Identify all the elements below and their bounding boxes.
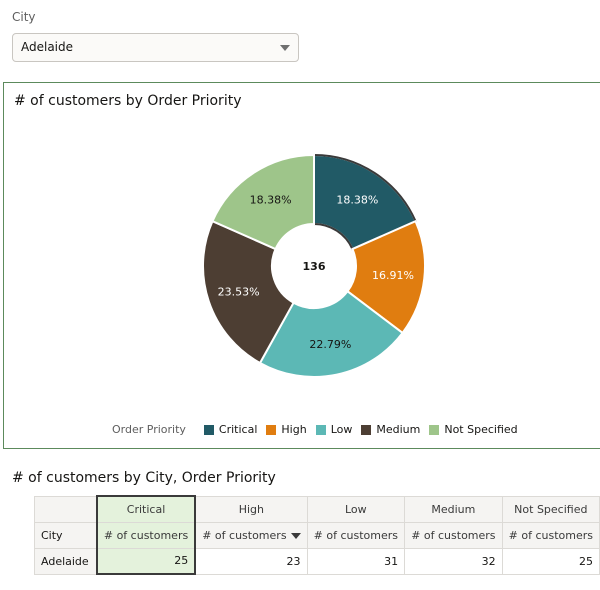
row-header-city: City <box>33 521 98 549</box>
chevron-down-icon[interactable] <box>280 45 290 51</box>
measure-label: # of customers <box>202 528 287 542</box>
row-label-adelaide[interactable]: Adelaide <box>33 547 98 575</box>
slice-percent-label: 23.53% <box>218 285 260 298</box>
donut-center-total: 136 <box>303 260 326 273</box>
slice-percent-label: 16.91% <box>372 269 414 282</box>
legend-swatch <box>429 424 440 435</box>
city-filter-label: City <box>12 10 36 24</box>
legend-swatch <box>266 424 277 435</box>
column-header-not-specified[interactable]: Not Specified <box>501 495 600 523</box>
legend-item-low[interactable]: Low <box>315 423 353 436</box>
measure-header-critical[interactable]: # of customers <box>95 521 197 549</box>
legend-label: High <box>281 423 307 436</box>
sort-desc-icon[interactable] <box>290 532 301 539</box>
legend-title: Order Priority <box>112 423 186 436</box>
cell-not-specified[interactable]: 25 <box>501 547 600 575</box>
legend-item-high[interactable]: High <box>266 423 307 436</box>
donut-chart: 18.38% 16.91% 22.79% 23.53% 18.38% 136 <box>202 153 426 378</box>
measure-header-not-specified[interactable]: # of customers <box>501 521 600 549</box>
legend-label: Low <box>330 423 353 436</box>
cell-high[interactable]: 23 <box>194 547 308 575</box>
city-select-value: Adelaide <box>21 40 74 54</box>
legend-label: Critical <box>218 423 258 436</box>
selected-slice-outline <box>313 153 417 251</box>
table-measure-row: City # of customers # of customers # of … <box>33 521 600 549</box>
chart-title: # of customers by Order Priority <box>14 93 242 109</box>
measure-header-high[interactable]: # of customers <box>194 521 308 549</box>
cell-medium[interactable]: 32 <box>404 547 503 575</box>
legend-swatch <box>361 424 372 435</box>
legend-label: Medium <box>376 423 421 436</box>
column-header-low[interactable]: Low <box>306 495 406 523</box>
column-header-critical[interactable]: Critical <box>95 495 197 523</box>
donut-slice-medium[interactable] <box>202 219 295 365</box>
chart-legend: Order Priority Critical High Low Medium … <box>112 423 527 436</box>
legend-item-not-specified[interactable]: Not Specified <box>429 423 518 436</box>
legend-swatch <box>203 424 214 435</box>
city-select[interactable]: Adelaide <box>12 33 299 62</box>
measure-header-medium[interactable]: # of customers <box>404 521 503 549</box>
table-header-row: Critical High Low Medium Not Specified <box>33 495 600 523</box>
slice-percent-label: 18.38% <box>336 193 378 206</box>
column-header-high[interactable]: High <box>194 495 308 523</box>
donut-chart-panel: # of customers by Order Priority 18.38% 1… <box>3 82 600 449</box>
table-row: Adelaide 25 23 31 32 25 <box>33 547 600 575</box>
legend-label: Not Specified <box>444 423 518 436</box>
legend-item-medium[interactable]: Medium <box>361 423 420 436</box>
cell-critical[interactable]: 25 <box>95 547 197 575</box>
column-header-medium[interactable]: Medium <box>404 495 503 523</box>
legend-swatch <box>315 424 326 435</box>
pivot-table: Critical High Low Medium Not Specified C… <box>33 495 600 575</box>
slice-percent-label: 18.38% <box>250 193 292 206</box>
measure-header-low[interactable]: # of customers <box>306 521 406 549</box>
cell-low[interactable]: 31 <box>306 547 406 575</box>
table-title: # of customers by City, Order Priority <box>12 470 276 486</box>
donut-slice-not-specified[interactable] <box>211 153 315 251</box>
slice-percent-label: 22.79% <box>309 338 351 351</box>
donut-slice-low[interactable] <box>258 289 404 378</box>
header-corner <box>33 495 98 523</box>
legend-item-critical[interactable]: Critical <box>203 423 258 436</box>
